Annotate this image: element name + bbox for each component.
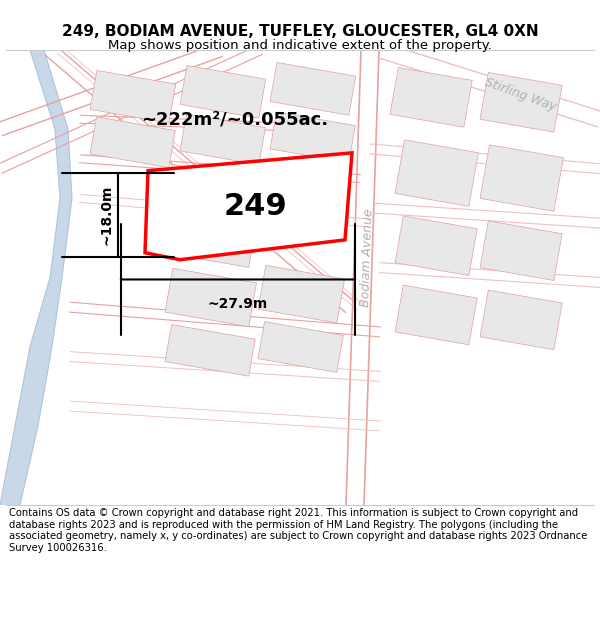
Polygon shape <box>480 145 563 211</box>
Polygon shape <box>395 140 478 206</box>
Text: Map shows position and indicative extent of the property.: Map shows position and indicative extent… <box>108 39 492 52</box>
Polygon shape <box>180 66 266 118</box>
Polygon shape <box>270 112 355 162</box>
Polygon shape <box>180 114 265 164</box>
Text: 249: 249 <box>223 192 287 221</box>
Polygon shape <box>258 266 344 323</box>
Polygon shape <box>90 71 176 123</box>
Text: Bodiam Avenue: Bodiam Avenue <box>359 208 375 307</box>
Polygon shape <box>270 62 356 115</box>
Text: 249, BODIAM AVENUE, TUFFLEY, GLOUCESTER, GL4 0XN: 249, BODIAM AVENUE, TUFFLEY, GLOUCESTER,… <box>62 24 538 39</box>
Text: ~27.9m: ~27.9m <box>208 298 268 311</box>
Text: Contains OS data © Crown copyright and database right 2021. This information is : Contains OS data © Crown copyright and d… <box>9 508 587 553</box>
Polygon shape <box>258 161 344 214</box>
Polygon shape <box>480 290 562 350</box>
Text: ~18.0m: ~18.0m <box>99 185 113 246</box>
Text: ~222m²/~0.055ac.: ~222m²/~0.055ac. <box>142 110 329 128</box>
Polygon shape <box>480 221 562 281</box>
Polygon shape <box>165 216 256 268</box>
Polygon shape <box>165 324 256 376</box>
Polygon shape <box>258 322 343 372</box>
Polygon shape <box>395 216 477 276</box>
Polygon shape <box>395 285 477 345</box>
Polygon shape <box>390 68 472 127</box>
Polygon shape <box>0 50 72 505</box>
Polygon shape <box>90 117 175 168</box>
Polygon shape <box>480 72 562 132</box>
Polygon shape <box>165 164 256 218</box>
Polygon shape <box>145 153 352 260</box>
Text: Stirling Way: Stirling Way <box>482 76 557 113</box>
Polygon shape <box>165 268 257 327</box>
